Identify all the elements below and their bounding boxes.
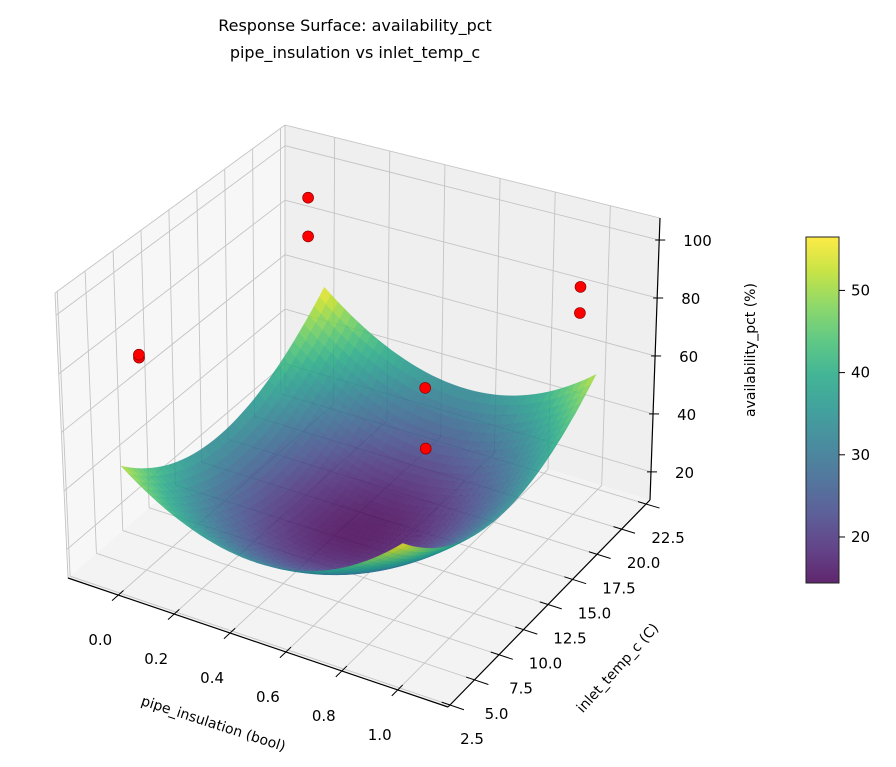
z-axis-label: availability_pct (%) — [743, 283, 759, 417]
x-tick-label: 0.0 — [88, 631, 112, 649]
scatter-point — [302, 230, 314, 243]
axis-lines — [67, 217, 666, 711]
y-tick-label: 20.0 — [627, 554, 660, 572]
x-tick-mark — [279, 646, 292, 659]
colorbar-tick-label: 20 — [851, 528, 870, 546]
y-tick-label: 22.5 — [651, 529, 684, 547]
y-tick-label: 17.5 — [602, 579, 635, 597]
x-tick-label: 0.4 — [200, 669, 224, 687]
y-axis-label: inlet_temp_c (C) — [574, 621, 662, 717]
y-tick-label: 15.0 — [578, 604, 611, 622]
y-tick-label: 10.0 — [529, 655, 562, 673]
pane-edge — [54, 292, 69, 579]
surface-facet — [444, 543, 457, 550]
y-tick-mark — [588, 551, 611, 559]
scatter-point — [133, 348, 145, 361]
surface-facet — [511, 491, 524, 501]
y-tick-label: 7.5 — [509, 680, 533, 698]
y-tick-mark — [613, 526, 636, 534]
z-gridline-back — [284, 145, 660, 241]
pane-edge — [54, 124, 286, 294]
surface-facet — [468, 531, 481, 539]
z-gridline-back — [284, 199, 658, 299]
y-gridline-left — [252, 148, 255, 417]
y-tick-mark — [441, 701, 465, 711]
x-tick-mark — [223, 627, 236, 640]
x-gridline-back — [601, 205, 611, 486]
scatter-point — [302, 191, 314, 204]
surface-facet — [578, 383, 592, 398]
colorbar-tick-label: 40 — [851, 364, 870, 382]
x-tick-label: 0.2 — [144, 650, 168, 668]
z-tick-label: 60 — [679, 348, 698, 366]
surface-facet — [395, 543, 409, 550]
x-tick-label: 0.6 — [256, 688, 280, 706]
y-tick-label: 2.5 — [460, 730, 484, 748]
y-gridline-left — [140, 230, 150, 508]
y-gridline-floor — [122, 530, 500, 656]
colorbar-gradient — [805, 236, 840, 584]
x-tick-mark — [391, 684, 404, 697]
tick-labels: 0.0 0.2 0.4 0.6 0.8 1.0 2.55.07.5 10.0 12.5 15.0 1… — [88, 232, 711, 748]
y-axis-line — [447, 499, 651, 708]
z-tick-label: 100 — [683, 232, 712, 250]
y-gridline-left — [56, 291, 71, 577]
y-tick-label: 12.5 — [553, 630, 586, 648]
chart-title-line-1: Response Surface: availability_pct — [218, 16, 492, 36]
y-tick-mark — [465, 676, 489, 685]
x-tick-mark — [167, 608, 180, 621]
z-tick-label: 20 — [675, 464, 694, 482]
x-tick-label: 0.8 — [312, 707, 336, 725]
y-gridline-left — [224, 169, 229, 440]
y-gridline-left — [84, 270, 97, 554]
y-tick-mark — [490, 651, 513, 660]
x-axis-line — [67, 577, 449, 708]
y-gridline-left — [196, 189, 203, 463]
y-gridline-left — [112, 250, 124, 531]
surface-and-scatter — [120, 191, 597, 576]
scatter-point — [419, 382, 432, 394]
x-gridline-floor — [341, 468, 549, 672]
z-gridline-left — [58, 199, 286, 375]
chart-title-line-2: pipe_insulation vs inlet_temp_c — [230, 43, 480, 63]
scatter-point — [574, 281, 587, 293]
scatter-point — [419, 442, 432, 455]
z-tick-label: 40 — [677, 406, 696, 424]
y-gridline-floor — [69, 575, 451, 706]
colorbar-tick-label: 30 — [851, 446, 870, 464]
z-gridline-left — [61, 254, 286, 433]
x-tick-mark — [335, 665, 348, 678]
x-tick-mark — [111, 590, 124, 601]
z-gridline-left — [55, 145, 286, 316]
y-tick-mark — [539, 601, 562, 610]
y-gridline-floor — [96, 552, 475, 681]
z-tick-label: 80 — [681, 290, 700, 308]
x-tick-label: 1.0 — [368, 726, 392, 744]
x-gridline-floor — [397, 485, 603, 691]
y-tick-mark — [637, 501, 660, 509]
z-axis-line — [649, 217, 661, 501]
z-gridline-left — [66, 363, 286, 550]
left-pane — [55, 125, 285, 578]
colorbar: 20 30 40 50 — [805, 236, 870, 584]
surface-facet — [429, 547, 442, 552]
scatter-point — [574, 307, 586, 319]
pane-edge — [284, 124, 661, 219]
colorbar-tick-label: 50 — [851, 281, 870, 299]
y-gridline-left — [168, 209, 176, 485]
surface-facet — [454, 539, 466, 546]
y-tick-label: 5.0 — [485, 705, 509, 723]
y-tick-mark — [515, 626, 538, 635]
z-gridline-left — [63, 308, 286, 492]
y-tick-mark — [564, 576, 587, 585]
surface-facet — [482, 520, 495, 529]
z-gridline-back — [284, 254, 656, 357]
surface-facet — [492, 512, 505, 521]
